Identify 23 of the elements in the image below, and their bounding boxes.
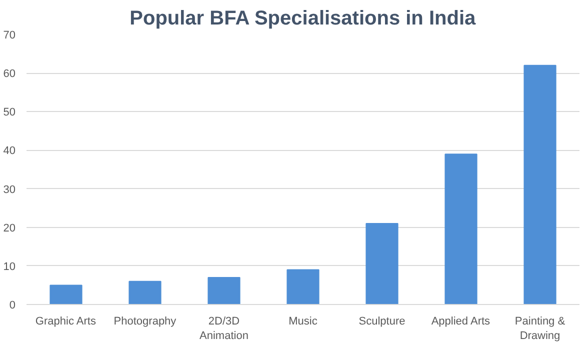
chart-title: Popular BFA Specialisations in India bbox=[130, 8, 477, 30]
x-tick-label: Painting & Drawing bbox=[514, 316, 566, 342]
x-tick-label: Applied Arts bbox=[431, 316, 491, 328]
bar bbox=[50, 284, 82, 304]
bar bbox=[444, 154, 478, 304]
y-tick-label: 20 bbox=[3, 222, 16, 234]
y-tick-label: 40 bbox=[3, 145, 16, 158]
bar bbox=[208, 277, 240, 304]
y-tick-label: 60 bbox=[3, 68, 16, 80]
x-tick-label: Sculpture bbox=[358, 316, 406, 328]
y-tick-label: 70 bbox=[3, 30, 16, 42]
x-tick-label: Photography bbox=[114, 316, 177, 328]
y-tick-label: 50 bbox=[3, 106, 16, 119]
x-tick-label: 2D/3D Animation bbox=[200, 316, 248, 342]
bar bbox=[286, 269, 320, 304]
x-tick-label: Graphic Arts bbox=[35, 316, 96, 328]
y-tick-label: 10 bbox=[3, 260, 16, 273]
y-tick-label: 30 bbox=[3, 184, 16, 196]
bar bbox=[128, 280, 162, 304]
y-tick-label: 0 bbox=[9, 300, 16, 312]
x-tick-label: Music bbox=[288, 316, 318, 328]
bar bbox=[366, 223, 398, 304]
bar bbox=[524, 64, 556, 304]
